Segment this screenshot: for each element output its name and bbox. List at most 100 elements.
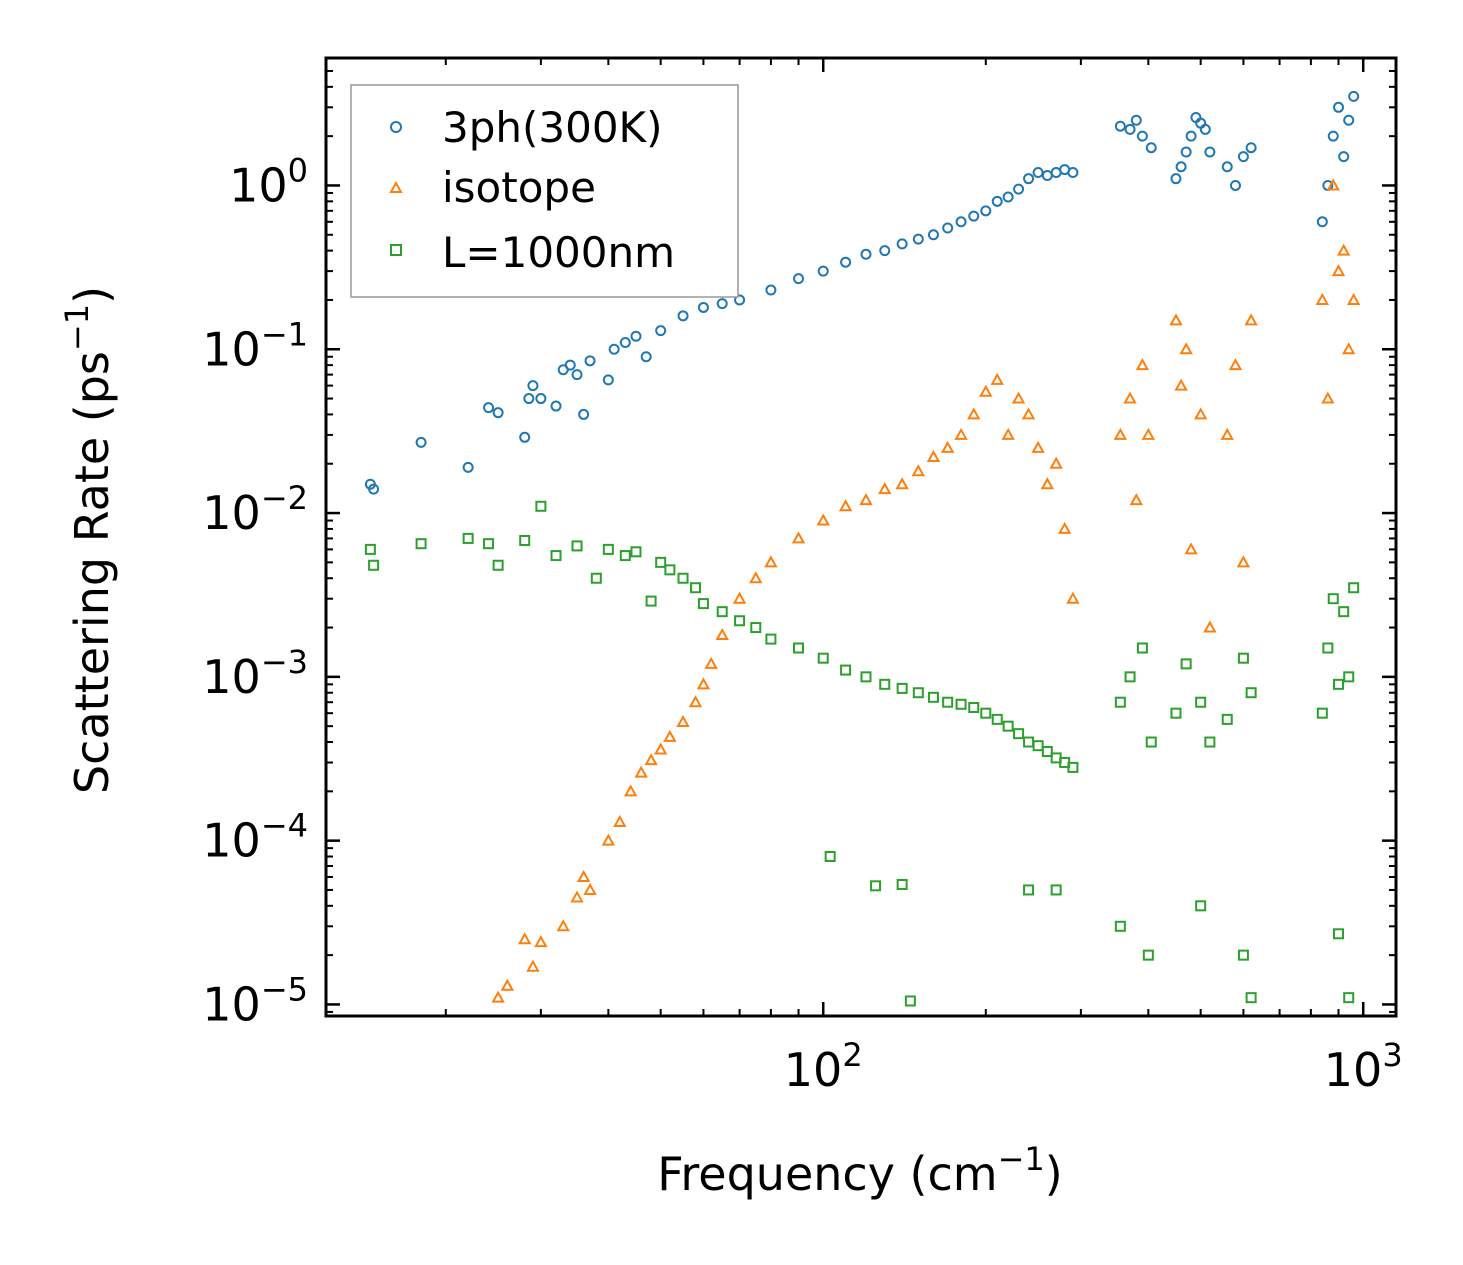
- y-tick-label: 10−3: [202, 643, 308, 704]
- data-point-square: [879, 678, 891, 690]
- data-point-square: [571, 540, 583, 552]
- data-point-circle: [1229, 179, 1241, 191]
- data-point-square: [991, 713, 1003, 725]
- data-point-circle: [619, 336, 631, 348]
- data-point-triangle: [990, 372, 1004, 385]
- data-point-triangle: [500, 978, 515, 991]
- data-point-square: [462, 532, 474, 544]
- data-point-triangle: [1011, 391, 1026, 404]
- data-point-circle: [1175, 161, 1187, 173]
- data-point-circle: [968, 210, 980, 222]
- series-0: [364, 90, 1360, 495]
- legend-square-marker: [390, 244, 402, 256]
- y-tick-label: 10−2: [202, 479, 308, 540]
- data-point-triangle: [1321, 391, 1335, 404]
- data-point-circle: [1136, 130, 1148, 142]
- data-point-square: [912, 687, 924, 699]
- data-point-circle: [912, 233, 924, 245]
- tick-label-exponent: −1: [261, 315, 308, 353]
- data-point-triangle: [1228, 358, 1243, 371]
- legend: 3ph(300K) isotope L=1000nm: [350, 84, 739, 298]
- data-point-triangle: [940, 440, 955, 453]
- data-point-triangle: [1244, 313, 1258, 326]
- data-markers: [364, 90, 1361, 1007]
- data-point-triangle: [653, 742, 668, 755]
- data-point-circle: [630, 330, 642, 342]
- data-point-triangle: [676, 714, 690, 728]
- data-point-square: [1204, 736, 1216, 748]
- data-point-square: [483, 538, 495, 550]
- data-point-triangle: [1141, 427, 1156, 440]
- data-point-square: [535, 500, 547, 512]
- data-point-circle: [1002, 191, 1014, 203]
- data-point-square: [364, 543, 376, 555]
- data-point-square: [1145, 736, 1157, 748]
- x-axis-title: Frequency (cm−1): [657, 1140, 1062, 1201]
- data-point-triangle: [518, 932, 532, 945]
- data-point-triangle: [1184, 542, 1198, 555]
- plot-frame: [324, 56, 1398, 1018]
- data-point-triangle: [816, 513, 830, 526]
- x-tick-label: 102: [784, 1036, 863, 1097]
- data-point-triangle: [1179, 342, 1193, 355]
- data-point-circle: [1145, 142, 1157, 154]
- tick-label-exponent: 2: [842, 1036, 862, 1074]
- data-point-square: [980, 707, 992, 719]
- data-point-square: [1245, 992, 1257, 1004]
- legend-entry-isotope: isotope: [389, 163, 596, 212]
- data-point-circle: [564, 359, 576, 371]
- tick-label-exponent: 3: [1382, 1036, 1402, 1074]
- data-point-triangle: [732, 591, 747, 604]
- data-point-circle: [697, 301, 709, 313]
- data-point-square: [1067, 761, 1079, 773]
- data-point-triangle: [1236, 555, 1251, 568]
- data-point-square: [1124, 671, 1136, 683]
- data-point-triangle: [895, 477, 909, 490]
- data-point-circle: [1041, 170, 1053, 182]
- data-point-triangle: [688, 695, 703, 708]
- data-point-triangle: [791, 531, 806, 544]
- data-point-circle: [734, 294, 746, 306]
- data-point-square: [1333, 928, 1345, 940]
- data-point-square: [840, 664, 852, 676]
- data-point-circle: [1204, 146, 1216, 158]
- data-point-circle: [1124, 123, 1136, 135]
- data-point-circle: [942, 222, 954, 234]
- data-point-triangle: [878, 482, 892, 495]
- data-point-circle: [462, 461, 474, 473]
- data-point-circle: [1185, 130, 1197, 142]
- data-point-triangle: [926, 449, 941, 462]
- y-tick-label: 10−1: [202, 315, 308, 376]
- data-point-circle: [927, 229, 939, 241]
- data-point-triangle: [556, 919, 570, 932]
- data-point-square: [664, 564, 676, 576]
- data-point-triangle: [1193, 407, 1208, 420]
- data-point-triangle: [1031, 440, 1045, 453]
- data-point-triangle: [859, 493, 873, 506]
- data-point-circle: [765, 284, 777, 296]
- data-point-square: [1195, 696, 1207, 708]
- data-point-triangle: [601, 833, 616, 846]
- legend-circle-marker: [390, 121, 402, 133]
- data-point-triangle: [1123, 391, 1137, 404]
- data-point-circle: [879, 245, 891, 257]
- data-point-square: [734, 615, 746, 627]
- data-point-square: [1180, 658, 1192, 670]
- data-point-square: [1348, 582, 1360, 594]
- data-point-circle: [655, 325, 667, 337]
- tick-label-base: 10: [202, 486, 261, 540]
- y-tick-label: 10−5: [202, 970, 308, 1031]
- data-point-triangle: [1021, 407, 1036, 420]
- data-point-circle: [368, 483, 380, 495]
- data-point-square: [1327, 593, 1339, 605]
- data-point-triangle: [979, 384, 993, 397]
- data-point-square: [896, 878, 908, 890]
- data-point-triangle: [570, 890, 584, 903]
- data-point-circle: [955, 216, 967, 228]
- data-point-triangle: [1113, 427, 1128, 440]
- data-point-triangle: [624, 784, 638, 797]
- data-point-triangle: [967, 407, 981, 420]
- data-point-square: [904, 995, 916, 1007]
- data-point-square: [750, 622, 762, 634]
